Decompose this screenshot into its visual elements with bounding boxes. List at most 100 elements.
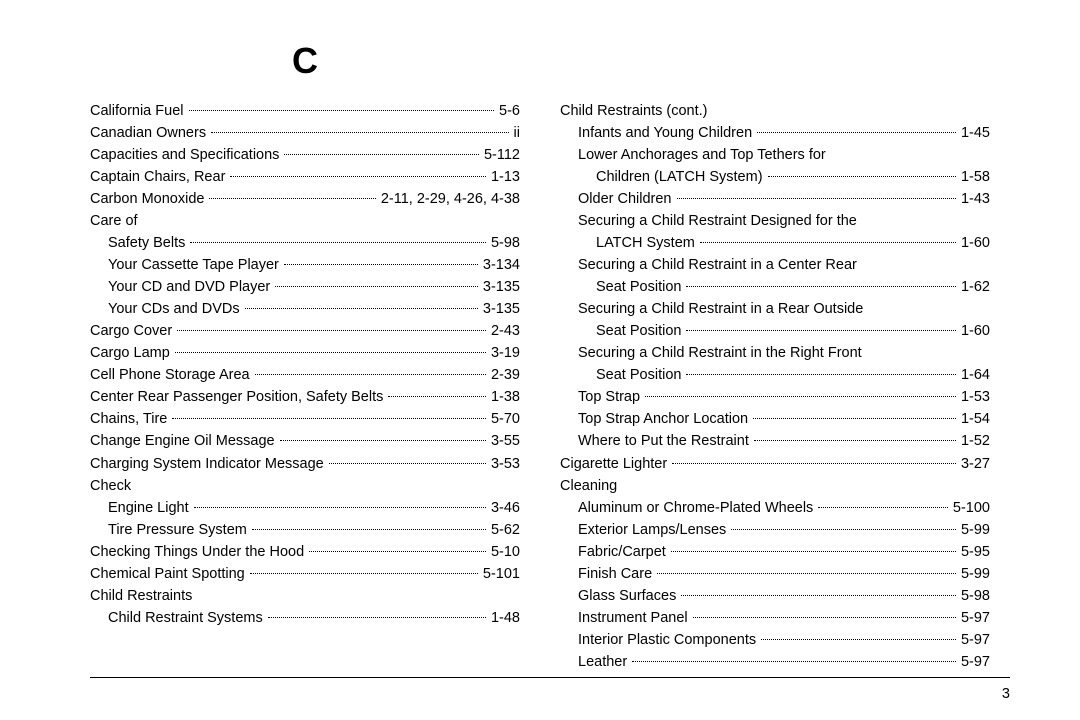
index-entry: Top Strap Anchor Location1-54 [560,408,990,430]
index-entry: Engine Light3-46 [90,497,520,519]
index-entry-leader [284,264,478,265]
index-entry-leader [194,507,486,508]
index-entry: Cleaning [560,475,990,497]
index-entry-label: Chains, Tire [90,408,170,430]
index-entry-label: Your CD and DVD Player [108,276,273,298]
index-entry-label: Child Restraints (cont.) [560,103,710,119]
index-entry-leader [671,551,956,552]
index-entry: Checking Things Under the Hood5-10 [90,541,520,563]
index-entry-label: Cleaning [560,478,620,494]
index-entry-leader [209,198,375,199]
index-column-left: California Fuel5-6Canadian OwnersiiCapac… [90,100,520,673]
index-entry-leader [757,132,956,133]
index-entry-label: Older Children [578,188,675,210]
index-entry-page: 5-97 [958,651,990,673]
page-number: 3 [1002,686,1010,702]
index-entry-page: 5-100 [950,497,990,519]
index-entry-leader [672,463,956,464]
index-entry-label: Finish Care [578,563,655,585]
index-entry-page: 1-43 [958,188,990,210]
index-entry-page: 5-97 [958,607,990,629]
index-entry-leader [175,352,486,353]
index-entry-page: 5-97 [958,629,990,651]
index-entry-leader [284,154,479,155]
index-entry: Glass Surfaces5-98 [560,585,990,607]
index-entry-label: Children (LATCH System) [596,166,766,188]
index-entry: Your CD and DVD Player3-135 [90,276,520,298]
index-entry-page: 3-46 [488,497,520,519]
index-entry-page: 2-39 [488,364,520,386]
index-entry: Lower Anchorages and Top Tethers for [560,144,990,166]
index-entry: Securing a Child Restraint in a Center R… [560,254,990,276]
index-entry-label: Cell Phone Storage Area [90,364,253,386]
index-section-letter: C [90,40,520,82]
index-entry-label: Aluminum or Chrome-Plated Wheels [578,497,816,519]
index-entry-page: 1-58 [958,166,990,188]
index-entry-leader [275,286,478,287]
index-entry-leader [645,396,956,397]
index-entry-label: Leather [578,651,630,673]
index-columns: California Fuel5-6Canadian OwnersiiCapac… [90,100,1010,673]
index-entry: Top Strap1-53 [560,386,990,408]
index-entry: Cell Phone Storage Area 2-39 [90,364,520,386]
index-entry-label: Top Strap [578,386,643,408]
index-entry-page: 5-101 [480,563,520,585]
index-entry-leader [280,440,486,441]
index-entry-label: Carbon Monoxide [90,188,207,210]
index-entry-leader [309,551,486,552]
index-entry: Older Children 1-43 [560,188,990,210]
index-entry-label: Canadian Owners [90,122,209,144]
index-entry-label: Interior Plastic Components [578,629,759,651]
index-entry-label: Check [90,478,134,494]
index-entry-label: Lower Anchorages and Top Tethers for [578,147,829,163]
index-entry: Aluminum or Chrome-Plated Wheels 5-100 [560,497,990,519]
index-entry-page: 1-64 [958,364,990,386]
index-entry: Infants and Young Children1-45 [560,122,990,144]
index-entry-label: Cargo Cover [90,320,175,342]
index-entry-leader [177,330,486,331]
index-entry: Cigarette Lighter3-27 [560,453,990,475]
index-entry-label: Seat Position [596,364,684,386]
index-entry-leader [388,396,486,397]
index-entry-label: Care of [90,213,141,229]
index-entry-leader [700,242,956,243]
index-entry-leader [686,286,956,287]
index-entry: Canadian Ownersii [90,122,520,144]
index-entry-leader [677,198,956,199]
index-entry-page: 3-55 [488,430,520,452]
index-entry-leader [681,595,956,596]
index-entry-leader [686,374,956,375]
index-entry-page: 1-45 [958,122,990,144]
index-entry: Securing a Child Restraint in the Right … [560,342,990,364]
index-entry-label: Your Cassette Tape Player [108,254,282,276]
index-entry-page: 1-13 [488,166,520,188]
index-entry-label: Securing a Child Restraint in a Rear Out… [578,301,866,317]
index-entry-page: 1-54 [958,408,990,430]
index-entry-leader [245,308,478,309]
index-entry: Chains, Tire5-70 [90,408,520,430]
index-entry: Exterior Lamps/Lenses5-99 [560,519,990,541]
index-entry-label: Instrument Panel [578,607,691,629]
index-entry-page: 5-98 [958,585,990,607]
index-entry-leader [753,418,956,419]
index-entry-leader [250,573,478,574]
index-entry-leader [686,330,956,331]
index-entry: Seat Position1-62 [560,276,990,298]
index-entry: Captain Chairs, Rear1-13 [90,166,520,188]
index-entry-page: 1-62 [958,276,990,298]
index-entry: Where to Put the Restraint1-52 [560,430,990,452]
index-entry-page: 3-19 [488,342,520,364]
index-entry-page: 1-60 [958,232,990,254]
index-entry-page: 1-60 [958,320,990,342]
index-entry: Securing a Child Restraint Designed for … [560,210,990,232]
index-entry-page: 3-134 [480,254,520,276]
index-entry-label: Cargo Lamp [90,342,173,364]
index-entry-page: 1-38 [488,386,520,408]
index-entry-page: 5-95 [958,541,990,563]
index-entry: Charging System Indicator Message3-53 [90,453,520,475]
index-entry-label: Safety Belts [108,232,188,254]
index-entry-leader [252,529,486,530]
index-entry-leader [657,573,956,574]
index-entry-page: 3-27 [958,453,990,475]
index-entry: Child Restraint Systems1-48 [90,607,520,629]
